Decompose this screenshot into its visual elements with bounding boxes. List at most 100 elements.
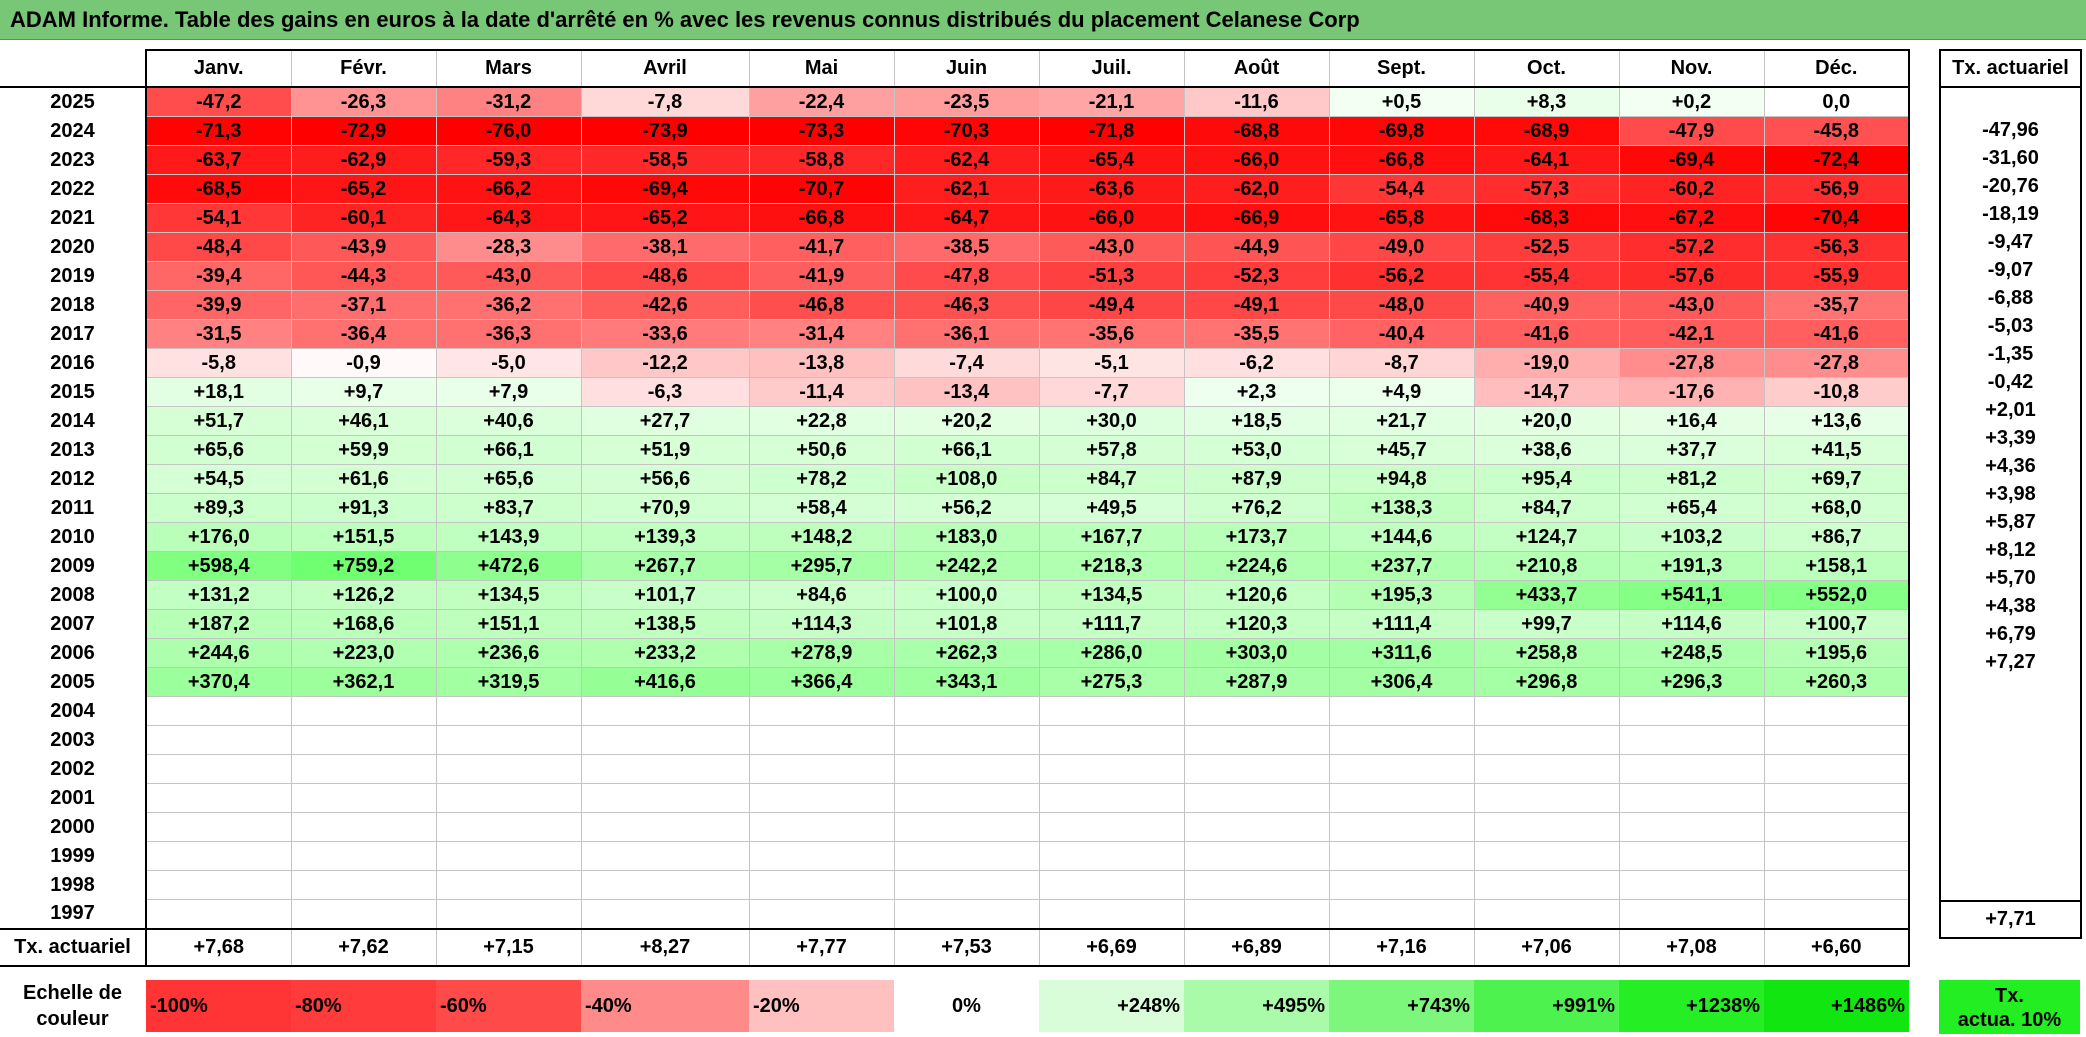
gain-cell: -66,8: [1328, 145, 1475, 175]
gain-cell: -70,3: [893, 116, 1040, 146]
gain-cell: -6,2: [1183, 348, 1330, 378]
gain-cell: -31,5: [145, 319, 292, 349]
gain-cell: [893, 841, 1040, 871]
color-scale-label-line1: Echelle de: [23, 982, 122, 1004]
footer-rate-cell: +7,08: [1618, 928, 1765, 967]
rate-cell: -18,19: [1939, 200, 2082, 228]
gain-cell: +99,7: [1473, 609, 1620, 639]
gain-cell: [145, 754, 292, 784]
gain-cell: -40,9: [1473, 290, 1620, 320]
gain-cell: +95,4: [1473, 464, 1620, 494]
gain-cell: -66,9: [1183, 203, 1330, 233]
gain-cell: [1328, 783, 1475, 813]
gain-cell: +262,3: [893, 638, 1040, 668]
gain-cell: -63,6: [1038, 174, 1185, 204]
gain-cell: -64,3: [435, 203, 582, 233]
gain-cell: +134,5: [435, 580, 582, 610]
gain-cell: +13,6: [1763, 406, 1910, 436]
gain-cell: +286,0: [1038, 638, 1185, 668]
color-scale-swatch: +495%: [1184, 980, 1329, 1032]
table-row: 2020 -48,4 -43,9 -28,3 -38,1 -41,7 -38,5 -43,0-…: [0, 232, 1910, 262]
gain-cell: -13,4: [893, 377, 1040, 407]
color-scale-swatch: +1486%: [1764, 980, 1909, 1032]
gain-cell: +0,2: [1618, 86, 1765, 117]
gain-cell: -62,0: [1183, 174, 1330, 204]
gain-cell: -59,3: [435, 145, 582, 175]
month-header: Août: [1183, 49, 1330, 88]
gain-cell: -60,2: [1618, 174, 1765, 204]
gain-cell: +296,3: [1618, 667, 1765, 697]
gain-cell: +103,2: [1618, 522, 1765, 552]
color-scale-swatch: +991%: [1474, 980, 1619, 1032]
year-label: 2003: [50, 728, 95, 751]
gain-cell: -62,1: [893, 174, 1040, 204]
gain-cell: [290, 870, 437, 900]
gain-cell: +343,1: [893, 667, 1040, 697]
gain-cell: -54,4: [1328, 174, 1475, 204]
gain-cell: +278,9: [748, 638, 895, 668]
gain-cell: [748, 725, 895, 755]
gain-cell: +195,3: [1328, 580, 1475, 610]
gain-cell: +138,5: [580, 609, 750, 639]
gain-cell: +84,7: [1038, 464, 1185, 494]
gain-cell: [1473, 841, 1620, 871]
gain-cell: +20,2: [893, 406, 1040, 436]
gain-cell: +68,0: [1763, 493, 1910, 523]
gain-cell: [1183, 899, 1330, 930]
year-label: 2015: [50, 380, 95, 403]
gain-cell: -39,4: [145, 261, 292, 291]
gain-cell: +120,3: [1183, 609, 1330, 639]
gain-cell: +56,6: [580, 464, 750, 494]
year-label: 2009: [50, 554, 95, 577]
table-row: 2010 +176,0 +151,5 +143,9 +139,3 +148,2 +183,0…: [0, 522, 1910, 552]
gain-cell: [1038, 696, 1185, 726]
gain-cell: [1183, 725, 1330, 755]
gain-cell: -6,3: [580, 377, 750, 407]
gain-cell: -62,4: [893, 145, 1040, 175]
gain-cell: [1038, 841, 1185, 871]
gain-cell: +83,7: [435, 493, 582, 523]
gain-cell: -35,5: [1183, 319, 1330, 349]
table-row: 2018 -39,9 -37,1 -36,2 -42,6 -46,8 -46,3 -49,4-…: [0, 290, 1910, 320]
year-label: 2020: [50, 235, 95, 258]
gain-cell: [893, 754, 1040, 784]
gain-cell: [1183, 754, 1330, 784]
gain-cell: -13,8: [748, 348, 895, 378]
gain-cell: +248,5: [1618, 638, 1765, 668]
gain-cell: +57,8: [1038, 435, 1185, 465]
gain-cell: +65,4: [1618, 493, 1765, 523]
gain-cell: +195,6: [1763, 638, 1910, 668]
gain-cell: +56,2: [893, 493, 1040, 523]
gain-cell: [1473, 870, 1620, 900]
month-header: Févr.: [290, 49, 437, 88]
gain-cell: -57,2: [1618, 232, 1765, 262]
gain-cell: +8,3: [1473, 86, 1620, 117]
gain-cell: [1763, 812, 1910, 842]
gain-cell: [580, 754, 750, 784]
gain-cell: [435, 812, 582, 842]
year-label: 2021: [50, 206, 95, 229]
gain-cell: +84,7: [1473, 493, 1620, 523]
gain-cell: -27,8: [1763, 348, 1910, 378]
gain-cell: [1618, 696, 1765, 726]
footer-rate-cell: +7,77: [748, 928, 895, 967]
rate-cell: -9,07: [1939, 256, 2082, 284]
gain-cell: -69,4: [580, 174, 750, 204]
gain-cell: [748, 754, 895, 784]
gain-cell: +100,7: [1763, 609, 1910, 639]
gain-cell: -31,4: [748, 319, 895, 349]
gain-cell: +139,3: [580, 522, 750, 552]
color-scale-swatch: -20%: [749, 980, 894, 1032]
gain-cell: +295,7: [748, 551, 895, 581]
gain-cell: +49,5: [1038, 493, 1185, 523]
gain-cell: +4,9: [1328, 377, 1475, 407]
gain-cell: -71,3: [145, 116, 292, 146]
gain-cell: -55,9: [1763, 261, 1910, 291]
gain-cell: [290, 696, 437, 726]
table-row: 2007 +187,2 +168,6 +151,1 +138,5 +114,3 +101,8…: [0, 609, 1910, 639]
gain-cell: -44,3: [290, 261, 437, 291]
gain-cell: [580, 899, 750, 930]
gain-cell: +91,3: [290, 493, 437, 523]
gain-cell: [290, 783, 437, 813]
gain-cell: +144,6: [1328, 522, 1475, 552]
